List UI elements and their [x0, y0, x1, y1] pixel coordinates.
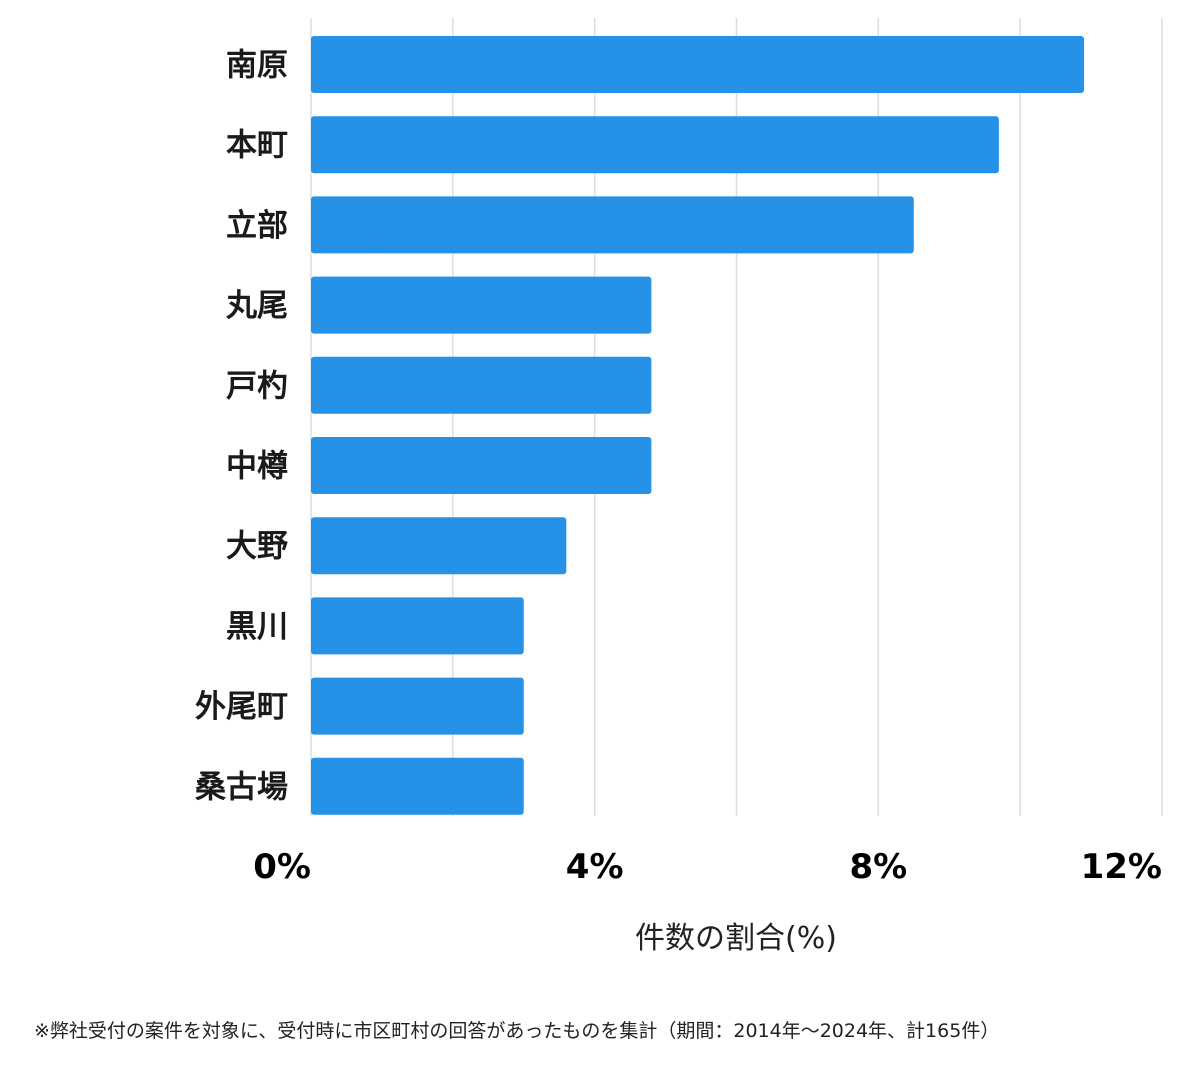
category-label: 戸杓	[226, 368, 288, 404]
category-label: 黒川	[226, 609, 288, 645]
category-label: 外尾町	[195, 689, 288, 725]
x-tick-label: 4%	[566, 847, 624, 887]
category-label: 大野	[226, 529, 288, 565]
footnote: ※弊社受付の案件を対象に、受付時に市区町村の回答があったものを集計（期間：201…	[34, 1020, 1000, 1042]
bar	[311, 276, 652, 334]
x-tick-label: 12%	[1081, 847, 1162, 887]
bar	[311, 437, 652, 494]
bar	[311, 517, 567, 575]
x-tick-labels: 0% 4% 8% 12%	[253, 847, 1162, 887]
bar	[311, 36, 1084, 93]
category-label: 立部	[226, 208, 288, 244]
bar	[311, 116, 999, 174]
bar	[311, 757, 524, 815]
category-label: 桑古場	[195, 769, 288, 805]
bar	[311, 196, 914, 254]
x-tick-label: 8%	[849, 847, 907, 887]
bar	[311, 597, 524, 655]
bars	[311, 36, 1084, 815]
x-axis-title: 件数の割合(%)	[635, 921, 837, 956]
bar	[311, 356, 652, 414]
category-label: 南原	[226, 48, 288, 84]
category-label: 丸尾	[225, 288, 288, 324]
category-label: 本町	[226, 128, 288, 164]
x-tick-label: 0%	[253, 847, 311, 887]
category-label: 中樽	[226, 449, 288, 485]
bar	[311, 677, 524, 735]
